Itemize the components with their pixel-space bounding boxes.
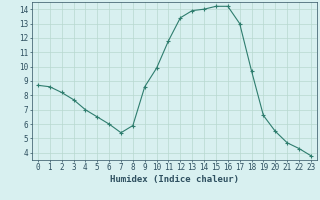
X-axis label: Humidex (Indice chaleur): Humidex (Indice chaleur) — [110, 175, 239, 184]
